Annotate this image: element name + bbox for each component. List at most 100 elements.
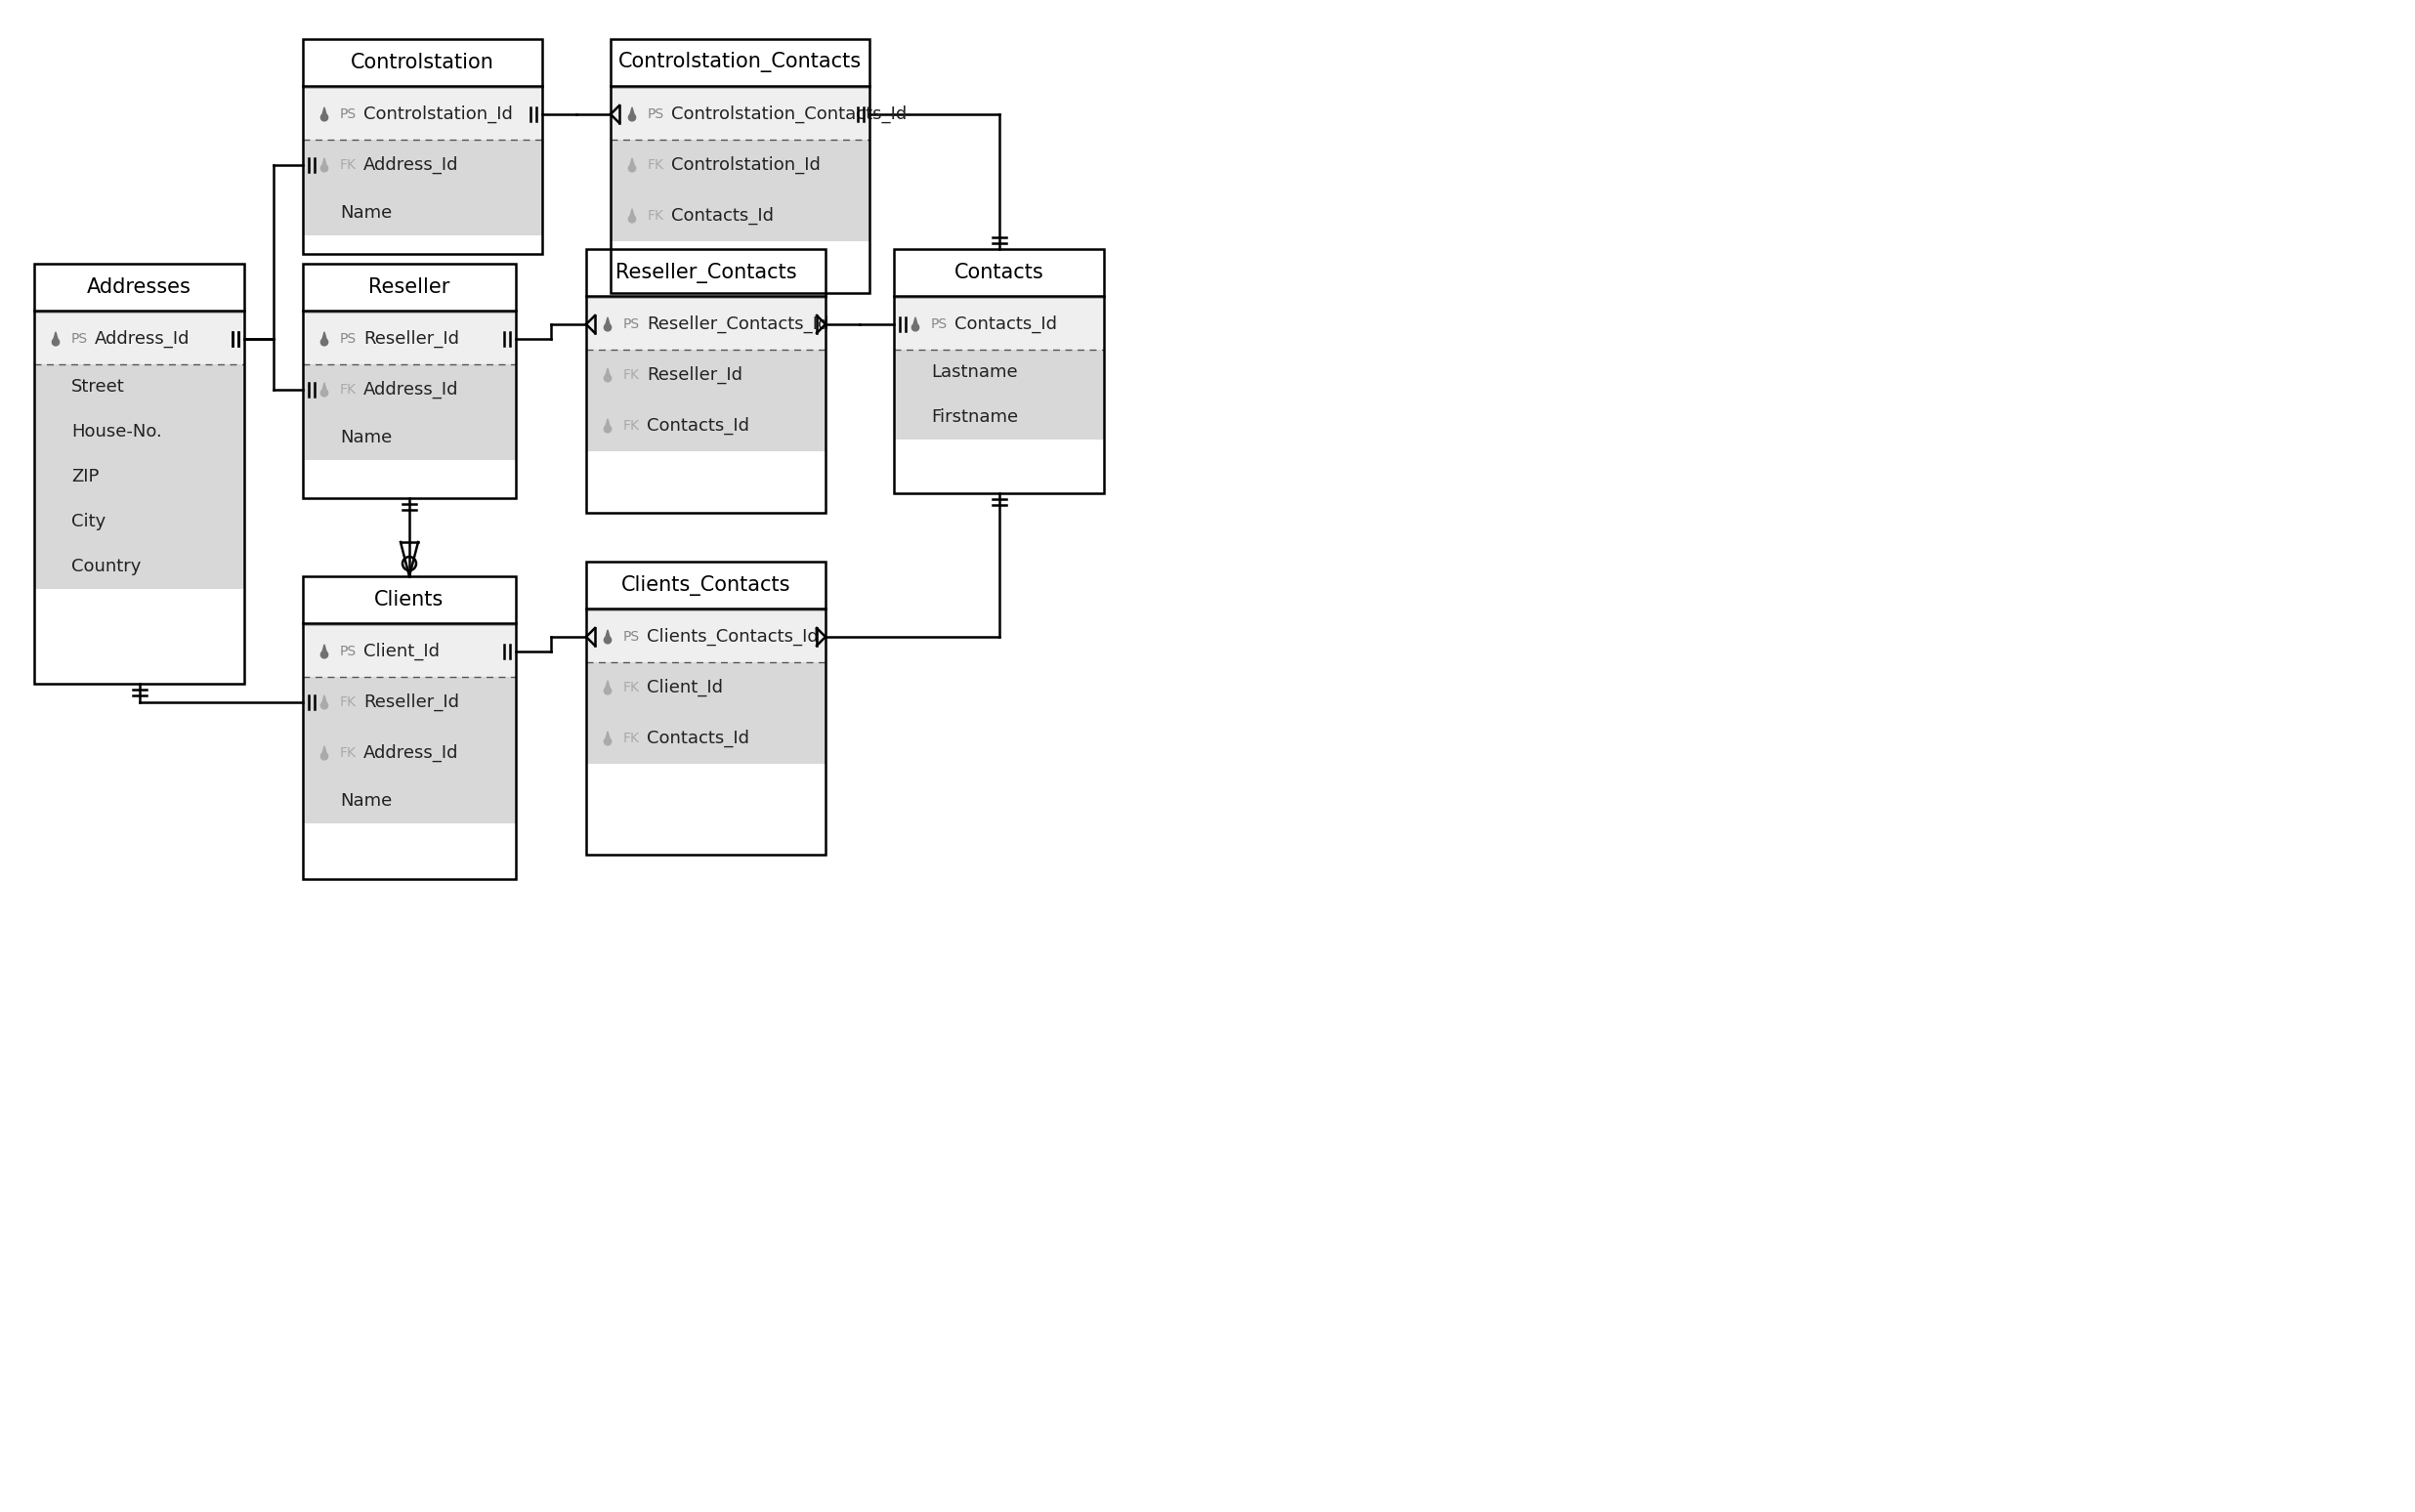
Bar bbox=[302, 364, 517, 460]
Text: PS: PS bbox=[623, 318, 640, 331]
Circle shape bbox=[913, 324, 920, 331]
Bar bbox=[302, 677, 517, 824]
Bar bbox=[587, 608, 826, 611]
Bar bbox=[894, 299, 1104, 349]
Circle shape bbox=[321, 652, 328, 658]
Circle shape bbox=[604, 375, 611, 383]
Bar bbox=[894, 249, 1104, 296]
Polygon shape bbox=[604, 367, 611, 378]
Text: Client_Id: Client_Id bbox=[362, 643, 440, 661]
Polygon shape bbox=[604, 318, 611, 328]
Text: Reseller_Contacts: Reseller_Contacts bbox=[616, 262, 797, 283]
Circle shape bbox=[628, 216, 635, 222]
Polygon shape bbox=[604, 631, 611, 640]
Text: FK: FK bbox=[341, 383, 357, 396]
Polygon shape bbox=[913, 318, 918, 328]
Text: FK: FK bbox=[647, 209, 664, 222]
Bar bbox=[302, 623, 517, 626]
Bar bbox=[611, 89, 869, 139]
Bar bbox=[587, 249, 826, 296]
Polygon shape bbox=[321, 745, 326, 756]
Bar bbox=[302, 89, 543, 139]
Text: PS: PS bbox=[341, 333, 357, 346]
Bar bbox=[611, 39, 869, 86]
Polygon shape bbox=[630, 209, 635, 219]
Circle shape bbox=[628, 113, 635, 121]
Text: Addresses: Addresses bbox=[87, 277, 191, 296]
Text: Street: Street bbox=[72, 378, 126, 396]
Bar bbox=[34, 313, 244, 364]
Polygon shape bbox=[321, 644, 326, 655]
Bar bbox=[302, 313, 517, 364]
Text: Firstname: Firstname bbox=[932, 408, 1019, 426]
Bar bbox=[587, 349, 826, 451]
Text: City: City bbox=[72, 513, 106, 531]
Text: Clients_Contacts_Id: Clients_Contacts_Id bbox=[647, 627, 819, 646]
Text: FK: FK bbox=[623, 419, 640, 432]
Bar bbox=[302, 263, 517, 310]
Text: Address_Id: Address_Id bbox=[362, 744, 459, 762]
Text: ZIP: ZIP bbox=[72, 467, 99, 485]
Polygon shape bbox=[321, 383, 326, 393]
Text: Reseller_Id: Reseller_Id bbox=[362, 330, 459, 348]
Text: Country: Country bbox=[72, 558, 140, 575]
Text: Controlstation_Id: Controlstation_Id bbox=[671, 156, 821, 174]
Text: Name: Name bbox=[341, 792, 391, 810]
Text: FK: FK bbox=[341, 747, 357, 761]
Text: Client_Id: Client_Id bbox=[647, 679, 722, 697]
Bar bbox=[894, 296, 1104, 299]
Text: Contacts_Id: Contacts_Id bbox=[647, 417, 749, 435]
Text: Name: Name bbox=[341, 204, 391, 222]
Circle shape bbox=[321, 339, 328, 346]
Text: FK: FK bbox=[623, 680, 640, 694]
Text: Contacts_Id: Contacts_Id bbox=[647, 729, 749, 747]
Text: FK: FK bbox=[341, 159, 357, 172]
Bar bbox=[894, 349, 1104, 440]
Polygon shape bbox=[321, 333, 326, 342]
Text: PS: PS bbox=[623, 631, 640, 644]
Text: PS: PS bbox=[72, 333, 87, 346]
Circle shape bbox=[604, 688, 611, 694]
Text: Contacts_Id: Contacts_Id bbox=[671, 207, 773, 225]
Bar bbox=[587, 249, 826, 513]
Text: Controlstation: Controlstation bbox=[350, 53, 495, 73]
Text: Reseller_Id: Reseller_Id bbox=[362, 694, 459, 711]
Bar bbox=[894, 249, 1104, 493]
Text: Controlstation_Contacts_Id: Controlstation_Contacts_Id bbox=[671, 106, 908, 122]
Bar bbox=[611, 39, 869, 293]
Text: Reseller: Reseller bbox=[369, 277, 449, 296]
Text: PS: PS bbox=[341, 644, 357, 658]
Polygon shape bbox=[321, 159, 326, 168]
Text: Contacts: Contacts bbox=[954, 263, 1043, 283]
Text: Address_Id: Address_Id bbox=[94, 330, 191, 348]
Text: Contacts_Id: Contacts_Id bbox=[954, 316, 1058, 333]
Text: Controlstation_Id: Controlstation_Id bbox=[362, 106, 512, 122]
Text: PS: PS bbox=[932, 318, 947, 331]
Bar bbox=[302, 139, 543, 236]
Text: FK: FK bbox=[647, 159, 664, 172]
Polygon shape bbox=[630, 107, 635, 118]
Circle shape bbox=[604, 637, 611, 644]
Text: FK: FK bbox=[623, 369, 640, 383]
Polygon shape bbox=[53, 333, 58, 342]
Bar bbox=[587, 299, 826, 349]
Bar bbox=[587, 611, 826, 662]
Circle shape bbox=[53, 339, 60, 346]
Circle shape bbox=[604, 738, 611, 745]
Bar bbox=[302, 86, 543, 89]
Bar bbox=[302, 310, 517, 313]
Bar bbox=[302, 263, 517, 497]
Bar bbox=[302, 576, 517, 878]
Bar bbox=[302, 576, 517, 623]
Polygon shape bbox=[630, 159, 635, 168]
Bar bbox=[587, 561, 826, 608]
Circle shape bbox=[604, 425, 611, 432]
Bar bbox=[34, 310, 244, 313]
Circle shape bbox=[321, 753, 328, 761]
Bar bbox=[34, 364, 244, 590]
Bar bbox=[302, 626, 517, 677]
Text: PS: PS bbox=[341, 107, 357, 121]
Text: Clients: Clients bbox=[374, 590, 444, 609]
Polygon shape bbox=[604, 419, 611, 429]
Circle shape bbox=[604, 324, 611, 331]
